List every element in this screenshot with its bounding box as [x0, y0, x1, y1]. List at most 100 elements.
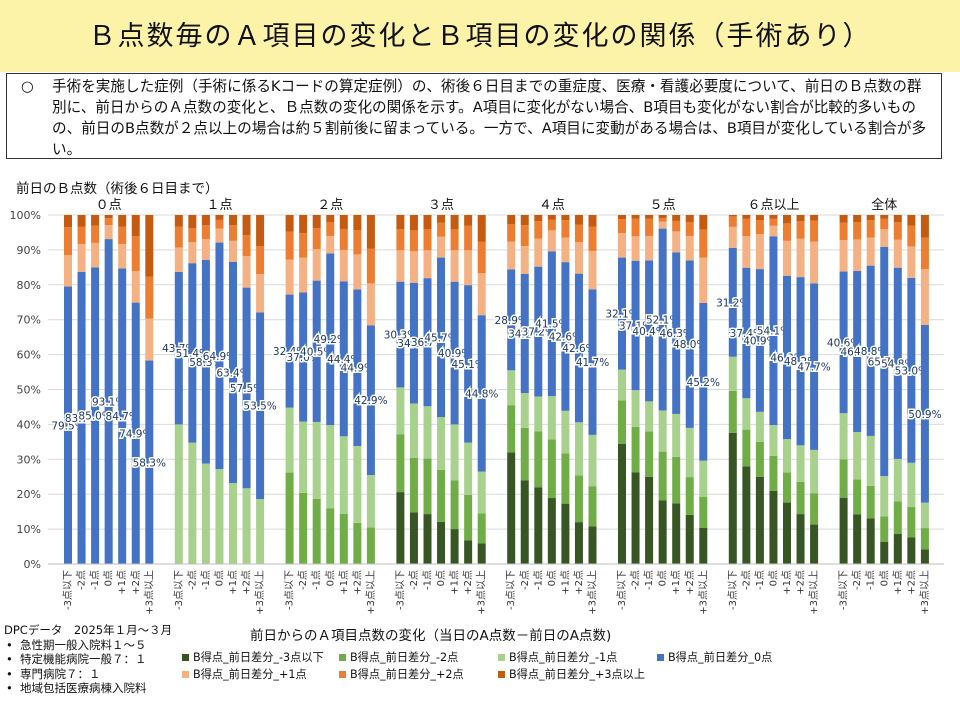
- x-tick-label: +3点以上: [587, 570, 599, 615]
- bar-segment: [104, 239, 113, 564]
- bar-segment: [118, 215, 127, 227]
- data-label: 44.4%: [327, 354, 360, 366]
- x-tick-label: +1点: [338, 570, 350, 595]
- bar-segment: [520, 273, 529, 393]
- x-tick-label: -2点: [297, 570, 309, 590]
- bar-segment: [256, 273, 265, 313]
- bar-segment: [366, 475, 375, 528]
- description-text: 手術を実施した症例（手術に係るKコードの算定症例）の、術後６日目までの重症度、医…: [52, 78, 927, 158]
- bar-segment: [437, 222, 446, 237]
- stacked-bar-chart: 0% 10% 20% 30% 40% 50% 60% 70% 80% 90% 100% ０点 79.5%…: [10, 197, 944, 615]
- bar-segment: [353, 254, 362, 290]
- x-tick-label: -3点以下: [616, 570, 628, 610]
- bar-segment: [312, 249, 321, 281]
- bar-segment: [658, 451, 667, 501]
- bar-segment: [839, 240, 848, 272]
- bar-segment: [118, 226, 127, 244]
- bar-segment: [339, 215, 348, 229]
- x-tick-label: 0点: [213, 570, 225, 586]
- x-tick-label: +3点以上: [476, 570, 488, 615]
- bar-segment: [312, 280, 321, 422]
- data-label: 51.4%: [176, 348, 209, 360]
- bar-segment: [769, 225, 778, 237]
- bar-segment: [131, 271, 140, 303]
- bar-segment: [839, 459, 848, 498]
- bar-segment: [339, 436, 348, 514]
- bar-segment: [534, 215, 543, 222]
- bar-segment: [215, 242, 224, 470]
- x-tick-label: 0点: [435, 570, 447, 586]
- bar-segment: [561, 220, 570, 238]
- bar-segment: [477, 273, 486, 316]
- legend-item: B得点_前日差分_-1点: [498, 649, 617, 665]
- bar-segment: [507, 224, 516, 242]
- data-label: 41.5%: [535, 319, 568, 331]
- data-label: 52.1%: [646, 315, 679, 327]
- data-label: 48.8%: [854, 346, 887, 358]
- bar-segment: [409, 457, 418, 513]
- y-tick-label: 30%: [17, 453, 41, 466]
- bar-segment: [866, 518, 875, 564]
- bar-segment: [285, 407, 294, 473]
- bar-segment: [920, 269, 929, 325]
- bar-segment: [907, 246, 916, 278]
- bar-segment: [353, 289, 362, 447]
- y-tick-label: 0%: [24, 558, 41, 571]
- x-tick-label: +2点: [241, 570, 253, 595]
- bar-segment: [866, 220, 875, 238]
- bar-segment: [907, 462, 916, 507]
- bar-segment: [299, 257, 308, 293]
- x-tick-label: -1点: [311, 570, 323, 590]
- legend-swatch: [339, 653, 346, 661]
- bar-segment: [658, 218, 667, 222]
- bar-segment: [631, 390, 640, 427]
- bar-segment: [880, 541, 889, 564]
- bar-segment: [893, 267, 902, 459]
- bar-segment: [242, 215, 251, 236]
- y-tick-label: 80%: [17, 279, 41, 292]
- legend-swatch: [498, 670, 505, 678]
- bar-segment: [256, 215, 265, 247]
- bar-segment: [326, 508, 335, 564]
- legend-item: B得点_前日差分_-3点以下: [182, 649, 324, 665]
- bar-segment: [104, 225, 113, 240]
- bar-segment: [145, 318, 154, 361]
- bar-segment: [574, 242, 583, 274]
- bar-segment: [907, 506, 916, 538]
- bar-segment: [742, 429, 751, 467]
- bar-segment: [450, 281, 459, 425]
- bar-segment: [464, 540, 473, 564]
- data-label: 37.1%: [619, 320, 652, 332]
- bar-segment: [618, 400, 626, 444]
- data-label: 45.7%: [424, 332, 457, 344]
- legend-swatch: [182, 670, 189, 678]
- y-tick-label: 60%: [17, 349, 41, 362]
- data-label: 37.2%: [522, 327, 555, 339]
- bar-segment: [631, 218, 640, 237]
- bar-segment: [299, 233, 308, 258]
- bar-segment: [326, 425, 335, 509]
- bar-segment: [299, 215, 308, 234]
- bar-segment: [423, 514, 432, 564]
- bar-segment: [561, 215, 570, 221]
- bar-segment: [574, 273, 583, 423]
- bar-segment: [507, 452, 516, 564]
- bar-segment: [866, 215, 875, 221]
- x-tick-label: -1点: [89, 570, 101, 590]
- bar-segment: [769, 490, 778, 564]
- bar-segment: [880, 246, 889, 477]
- bar-segment: [229, 225, 237, 241]
- data-label: 58.3%: [133, 457, 166, 469]
- bar-segment: [853, 239, 862, 271]
- bar-segment: [353, 522, 362, 564]
- x-tick-label: -3点以下: [394, 570, 406, 610]
- data-label: 64.9%: [203, 351, 236, 363]
- bar-segment: [188, 228, 197, 243]
- data-label: 41.7%: [576, 357, 609, 369]
- bar-segment: [810, 449, 819, 494]
- data-label: 48.0%: [673, 339, 706, 351]
- bar-segment: [853, 270, 862, 433]
- data-label: 36.7%: [411, 337, 444, 349]
- bar-segment: [588, 250, 597, 290]
- bar-segment: [783, 472, 791, 503]
